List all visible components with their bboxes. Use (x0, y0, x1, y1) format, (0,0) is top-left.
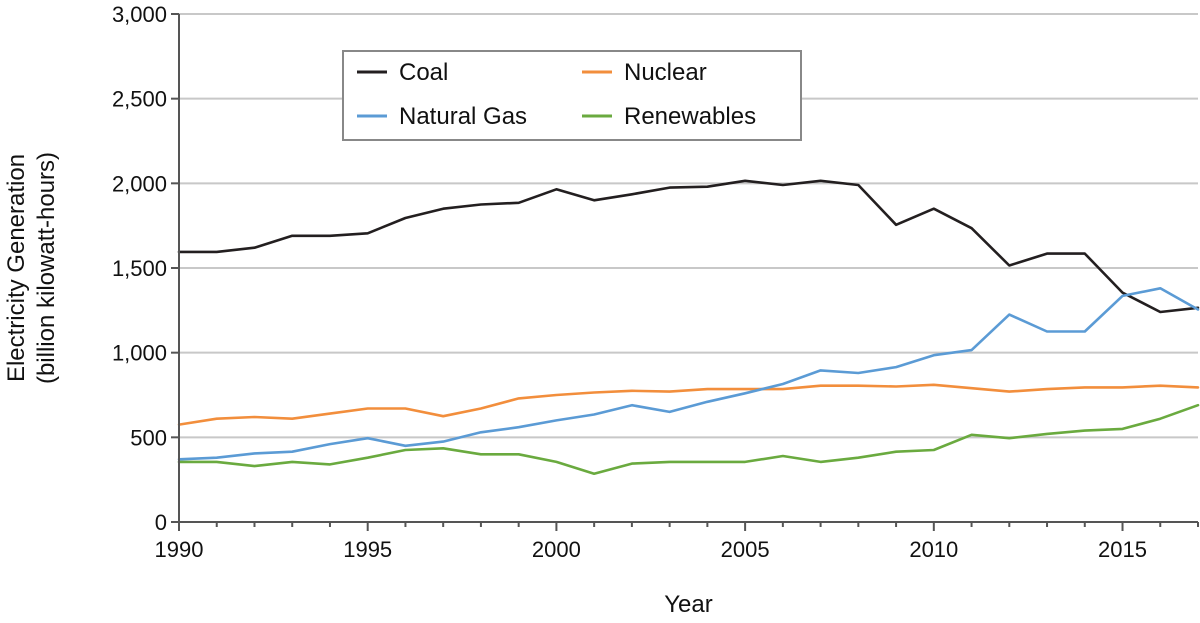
y-axis-title-line-1: Electricity Generation (3, 154, 30, 382)
legend-label-renewables: Renewables (624, 103, 756, 130)
legend-label-coal: Coal (399, 59, 448, 86)
y-tick-label: 2,000 (112, 171, 167, 196)
legend: Coal Nuclear Natural Gas Renewables (342, 50, 802, 141)
y-tick-label: 2,500 (112, 87, 167, 112)
y-tick-label: 500 (130, 425, 167, 450)
x-tick-label: 1990 (155, 537, 204, 562)
series-line-nuclear (177, 383, 1200, 426)
series-line-renewables (177, 403, 1200, 476)
series-lines (177, 179, 1200, 476)
y-tick-label: 1,500 (112, 256, 167, 281)
y-axis-title-line-2: (billion kilowatt-hours) (33, 152, 60, 384)
y-tick-label: 0 (155, 510, 167, 535)
series-line-coal (177, 179, 1200, 314)
x-tick-label: 2015 (1098, 537, 1147, 562)
x-tick-label: 1995 (343, 537, 392, 562)
y-axis-title: Electricity Generation (billion kilowatt… (3, 152, 60, 384)
y-tick-label: 1,000 (112, 341, 167, 366)
legend-label-nuclear: Nuclear (624, 59, 707, 86)
y-tick-label: 3,000 (112, 2, 167, 27)
x-axis-ticks: 1990 1995 2000 2005 2010 2015 (155, 522, 1199, 562)
legend-label-natural-gas: Natural Gas (399, 103, 527, 130)
x-tick-label: 2010 (909, 537, 958, 562)
x-tick-label: 2000 (532, 537, 581, 562)
x-tick-label: 2005 (721, 537, 770, 562)
y-axis-ticks: 0 500 1,000 1,500 2,000 2,500 3,000 (112, 2, 179, 535)
series-line-natural-gas (177, 286, 1200, 461)
x-axis-title: Year (664, 591, 713, 618)
legend-box (342, 50, 802, 141)
